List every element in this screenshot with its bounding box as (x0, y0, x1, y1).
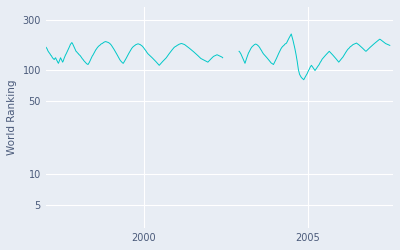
Y-axis label: World Ranking: World Ranking (7, 80, 17, 155)
